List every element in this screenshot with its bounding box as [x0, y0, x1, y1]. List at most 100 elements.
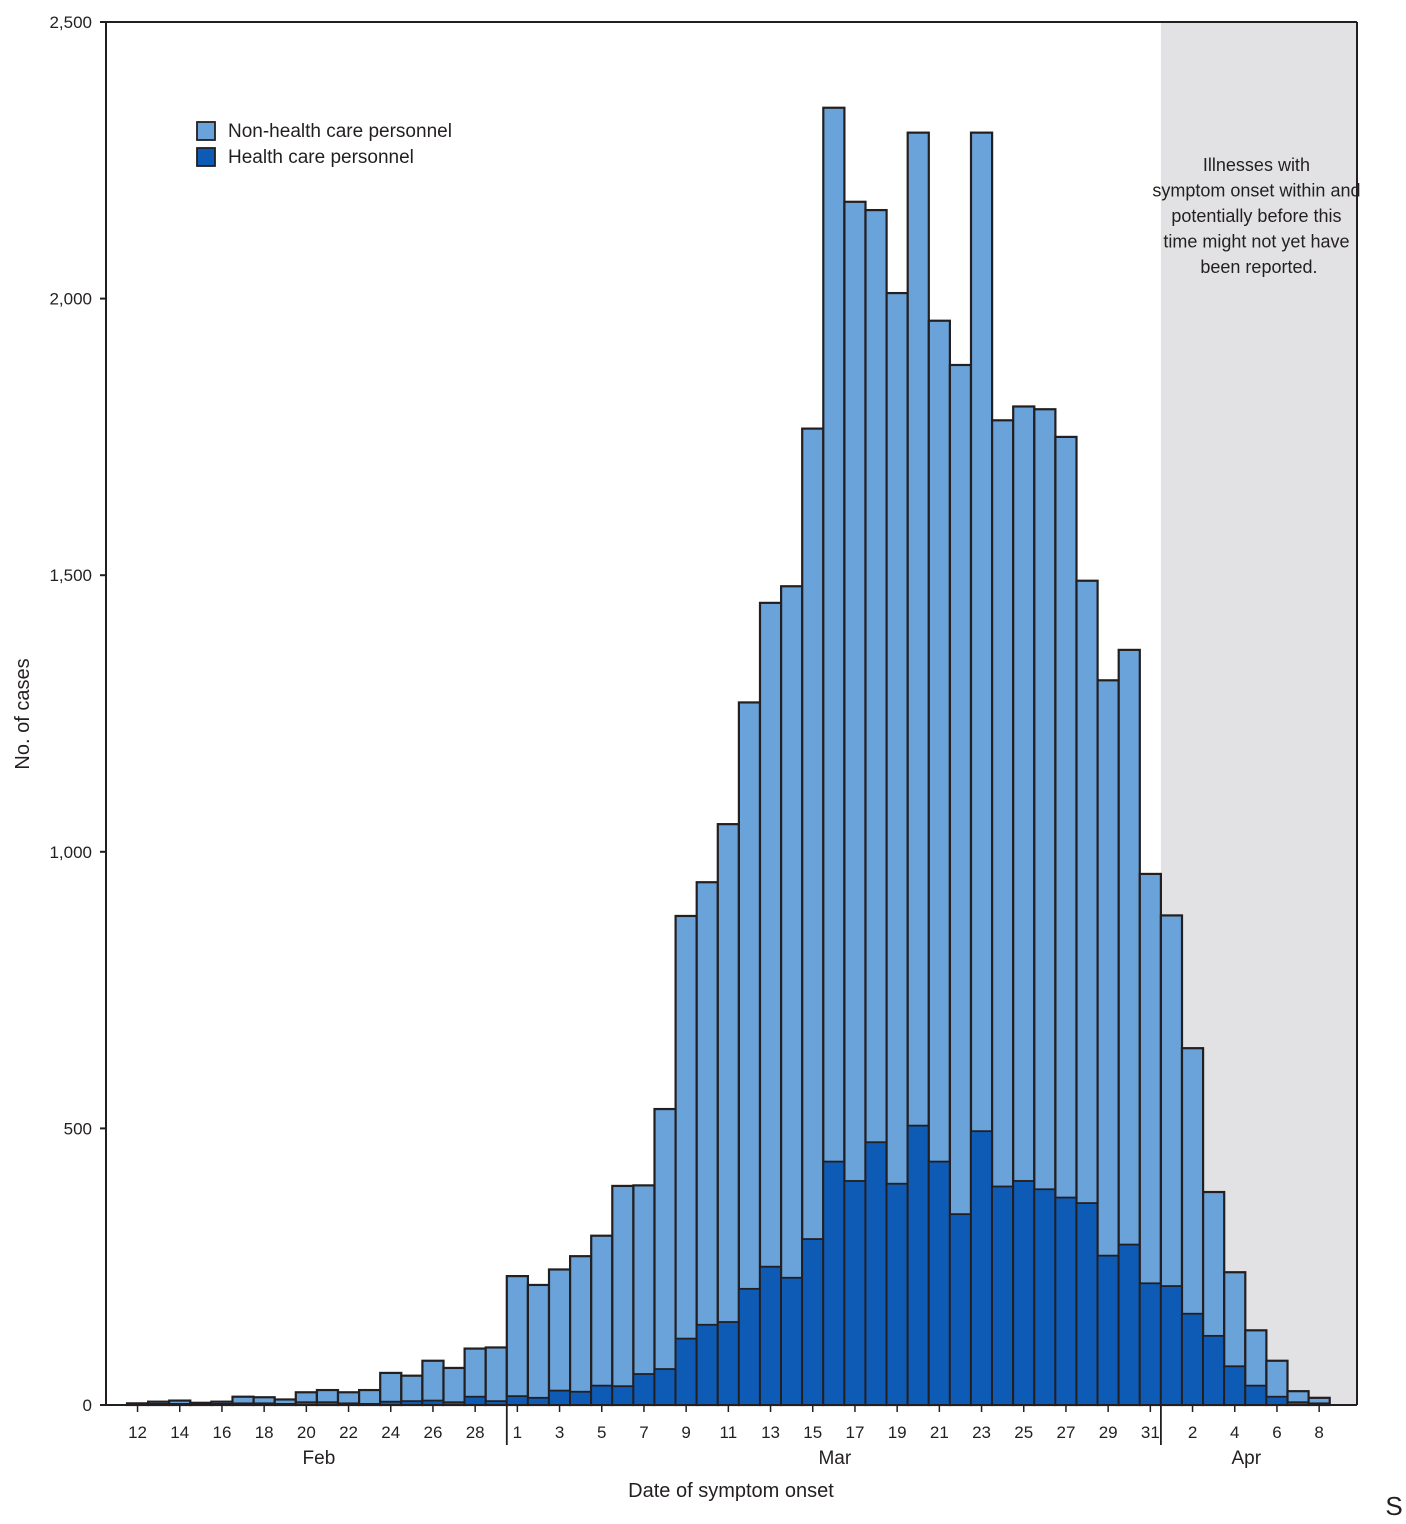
bar-health-care-personnel	[759, 1265, 783, 1406]
x-tick-label: 22	[339, 1423, 358, 1442]
y-axis-ticks: 0 500 1,000 1,500 2,000 2,500	[49, 13, 106, 1415]
annotation-line-4: time might not yet have	[1163, 232, 1349, 252]
bar-health-care-personnel	[822, 1160, 846, 1406]
x-tick-label: 6	[1272, 1423, 1281, 1442]
bar-health-care-personnel	[906, 1124, 930, 1406]
x-tick-label: 31	[1141, 1423, 1160, 1442]
x-axis-ticks: 12 14 16 18 20 22 24 26 28 1 3 5 7 9 11 13 15 17 19 21 23 25 2…	[128, 1405, 1324, 1469]
x-tick-label: 4	[1230, 1423, 1239, 1442]
bar-health-care-personnel	[1012, 1180, 1036, 1406]
y-tick-label: 2,000	[49, 290, 92, 309]
bar-total	[547, 1268, 572, 1407]
bar-health-care-personnel	[1054, 1196, 1078, 1406]
legend-swatch	[196, 121, 216, 141]
x-tick-label: 27	[1056, 1423, 1075, 1442]
bars	[125, 106, 1331, 1407]
annotation-line-5: been reported.	[1200, 257, 1317, 277]
bar-health-care-personnel	[801, 1238, 825, 1406]
x-tick-label: 21	[930, 1423, 949, 1442]
x-tick-label: 15	[803, 1423, 822, 1442]
bar-health-care-personnel	[1160, 1285, 1183, 1406]
annotation-line-3: potentially before this	[1171, 206, 1341, 226]
bar-health-care-personnel	[843, 1180, 867, 1406]
bar-health-care-personnel	[949, 1213, 972, 1406]
bar-total	[526, 1283, 551, 1407]
legend: Non-health care personnel Health care per…	[196, 121, 452, 168]
x-tick-label: 9	[681, 1423, 690, 1442]
bar-health-care-personnel	[590, 1384, 614, 1406]
y-tick-label: 0	[83, 1396, 92, 1415]
bar-health-care-personnel	[695, 1323, 719, 1406]
bar-health-care-personnel	[674, 1337, 698, 1406]
y-tick-label: 2,500	[49, 13, 92, 32]
bar-total	[484, 1346, 508, 1407]
bar-health-care-personnel	[864, 1141, 888, 1406]
bar-health-care-personnel	[1223, 1365, 1247, 1406]
x-tick-label: 12	[128, 1423, 147, 1442]
x-tick-label: 24	[381, 1423, 400, 1442]
month-label: Mar	[818, 1448, 851, 1469]
legend-swatch	[196, 147, 216, 167]
bar-total	[568, 1255, 593, 1407]
bar-total	[358, 1388, 382, 1407]
bar-total	[674, 914, 698, 1407]
bar-health-care-personnel	[569, 1390, 593, 1406]
bar-total	[442, 1366, 466, 1407]
corner-glyph: S	[1385, 1491, 1403, 1521]
x-tick-label: 13	[761, 1423, 780, 1442]
month-label: Feb	[303, 1448, 336, 1469]
bar-health-care-personnel	[463, 1395, 487, 1406]
x-tick-label: 11	[720, 1423, 738, 1442]
bar-total	[653, 1107, 677, 1407]
bar-health-care-personnel	[1181, 1312, 1205, 1406]
bar-health-care-personnel	[653, 1368, 677, 1406]
bar-health-care-personnel	[1202, 1334, 1226, 1406]
bar-health-care-personnel	[885, 1182, 909, 1406]
bar-health-care-personnel	[505, 1395, 529, 1406]
bar-health-care-personnel	[527, 1396, 550, 1406]
x-tick-label: 7	[639, 1423, 648, 1442]
bar-total	[716, 823, 740, 1407]
y-tick-label: 500	[64, 1119, 92, 1138]
bar-total	[421, 1359, 445, 1407]
bar-health-care-personnel	[927, 1160, 951, 1406]
x-tick-label: 19	[888, 1423, 907, 1442]
bar-health-care-personnel	[1138, 1282, 1162, 1406]
bar-total	[590, 1234, 614, 1407]
annotation-line-2: symptom onset within and	[1152, 181, 1360, 201]
bar-health-care-personnel	[1244, 1384, 1268, 1406]
x-tick-label: 28	[466, 1423, 485, 1442]
x-tick-label: 2	[1188, 1423, 1197, 1442]
bar-health-care-personnel	[1117, 1243, 1141, 1406]
bar-health-care-personnel	[1096, 1254, 1120, 1406]
x-tick-label: 14	[170, 1423, 189, 1442]
x-tick-label: 1	[513, 1423, 522, 1442]
bar-health-care-personnel	[1265, 1395, 1289, 1406]
x-tick-label: 23	[972, 1423, 991, 1442]
y-axis-title: No. of cases	[12, 658, 34, 769]
bar-health-care-personnel	[970, 1130, 994, 1406]
bar-total	[379, 1371, 403, 1407]
legend-label: Non-health care personnel	[228, 121, 452, 142]
bar-health-care-personnel	[1075, 1202, 1099, 1406]
bar-health-care-personnel	[716, 1321, 740, 1406]
bar-health-care-personnel	[611, 1385, 635, 1406]
x-tick-label: 20	[297, 1423, 316, 1442]
x-tick-label: 3	[555, 1423, 564, 1442]
bar-total	[505, 1275, 529, 1407]
bar-health-care-personnel	[738, 1287, 761, 1406]
bar-health-care-personnel	[780, 1276, 804, 1406]
bar-health-care-personnel	[991, 1185, 1015, 1406]
x-tick-label: 26	[423, 1423, 442, 1442]
y-tick-label: 1,500	[49, 566, 92, 585]
x-tick-label: 29	[1099, 1423, 1118, 1442]
x-tick-label: 5	[597, 1423, 606, 1442]
x-tick-label: 17	[845, 1423, 864, 1442]
axes	[105, 21, 1358, 1406]
bar-health-care-personnel	[1033, 1188, 1057, 1406]
month-label: Apr	[1232, 1448, 1262, 1469]
bar-total	[632, 1184, 656, 1407]
x-tick-label: 18	[255, 1423, 274, 1442]
bar-total	[611, 1184, 635, 1407]
